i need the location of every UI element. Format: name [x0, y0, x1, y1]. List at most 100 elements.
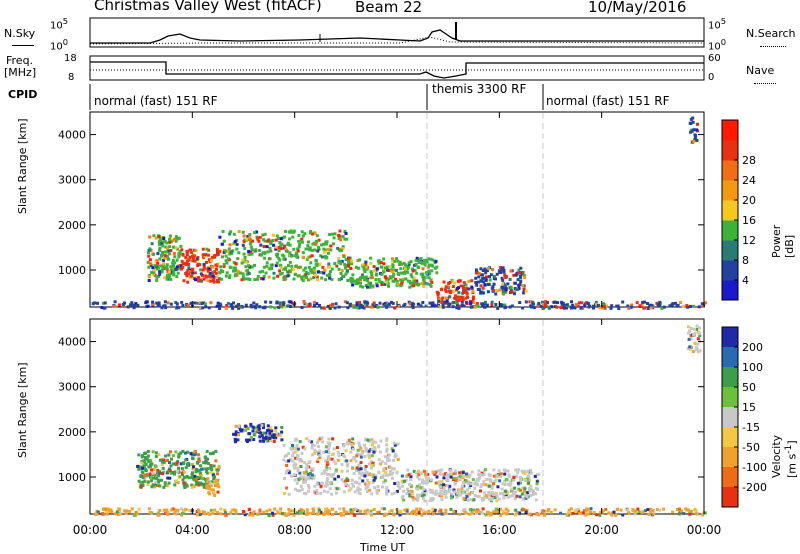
data-cell	[322, 242, 325, 246]
data-cell	[631, 508, 635, 512]
data-cell	[268, 239, 272, 243]
data-cell	[512, 492, 516, 496]
data-cell	[448, 484, 452, 488]
data-cell	[123, 509, 127, 513]
data-cell	[301, 255, 305, 259]
data-cell	[308, 511, 312, 515]
data-cell	[490, 485, 494, 488]
data-cell	[499, 266, 503, 269]
data-cell	[513, 287, 517, 290]
data-cell	[516, 278, 520, 282]
data-cell	[204, 253, 208, 257]
data-cell	[568, 305, 572, 309]
data-cell	[325, 481, 329, 485]
data-cell	[194, 249, 198, 253]
data-cell	[490, 300, 494, 304]
xtick-label: 20:00	[584, 523, 619, 537]
data-cell	[376, 511, 380, 515]
data-cell	[487, 490, 491, 494]
data-cell	[262, 274, 266, 278]
data-cell	[392, 467, 396, 471]
data-cell	[242, 275, 245, 279]
data-cell	[248, 278, 252, 281]
data-cell	[233, 266, 237, 270]
data-cell	[443, 288, 447, 292]
data-cell	[689, 130, 692, 134]
data-cell	[195, 482, 198, 486]
data-cell	[242, 252, 246, 256]
data-cell	[391, 449, 395, 453]
data-cell	[161, 304, 165, 308]
data-cell	[646, 307, 650, 310]
data-cell	[215, 253, 219, 257]
data-cell	[149, 262, 153, 266]
data-cell	[385, 437, 389, 441]
colorbar-tick-label: 200	[742, 341, 763, 354]
data-cell	[626, 304, 630, 308]
data-cell	[208, 492, 211, 496]
data-cell	[492, 282, 496, 286]
data-cell	[172, 245, 175, 249]
data-cell	[176, 267, 180, 271]
data-cell	[201, 467, 205, 471]
data-cell	[515, 511, 519, 515]
data-cell	[185, 253, 189, 257]
data-cell	[300, 452, 304, 455]
data-cell	[145, 457, 149, 461]
data-cell	[448, 302, 452, 306]
data-cell	[147, 265, 151, 269]
data-cell	[174, 450, 178, 454]
data-cell	[326, 461, 329, 465]
data-cell	[555, 305, 559, 309]
data-cell	[174, 246, 178, 250]
data-cell	[237, 424, 241, 428]
data-cell	[503, 483, 507, 486]
data-cell	[249, 422, 253, 426]
data-cell	[400, 479, 404, 483]
data-cell	[369, 256, 373, 260]
data-cell	[396, 458, 400, 461]
data-cell	[327, 510, 331, 514]
data-cell	[301, 279, 305, 282]
data-cell	[166, 301, 170, 305]
data-cell	[363, 270, 367, 274]
data-cell	[397, 482, 401, 486]
data-cell	[369, 460, 373, 464]
data-cell	[304, 273, 308, 277]
data-cell	[380, 283, 384, 287]
data-cell	[349, 443, 353, 447]
data-cell	[176, 481, 180, 485]
data-cell	[322, 450, 325, 454]
data-cell	[399, 278, 403, 282]
colorbar-tick-label: 50	[742, 381, 756, 394]
data-cell	[257, 239, 261, 243]
data-cell	[272, 440, 276, 443]
colorbar-frame	[721, 326, 739, 508]
data-cell	[237, 306, 241, 310]
data-cell	[357, 441, 361, 445]
data-cell	[422, 510, 426, 514]
data-cell	[394, 454, 398, 458]
data-cell	[277, 305, 281, 309]
data-cell	[297, 245, 301, 249]
data-cell	[228, 232, 232, 236]
data-cell	[205, 260, 208, 264]
data-cell	[356, 486, 360, 490]
data-cell	[601, 509, 605, 513]
data-cell	[308, 460, 312, 464]
data-cell	[516, 470, 520, 474]
data-cell	[499, 492, 502, 496]
data-cell	[146, 304, 150, 308]
data-cell	[168, 469, 172, 473]
data-cell	[341, 235, 345, 239]
data-cell	[309, 277, 313, 281]
data-cell	[364, 265, 368, 269]
data-cell	[133, 304, 137, 307]
data-cell	[461, 481, 465, 484]
data-cell	[372, 508, 376, 511]
data-cell	[246, 268, 250, 272]
data-cell	[522, 469, 526, 473]
data-cell	[181, 511, 185, 515]
data-cell	[211, 274, 215, 278]
